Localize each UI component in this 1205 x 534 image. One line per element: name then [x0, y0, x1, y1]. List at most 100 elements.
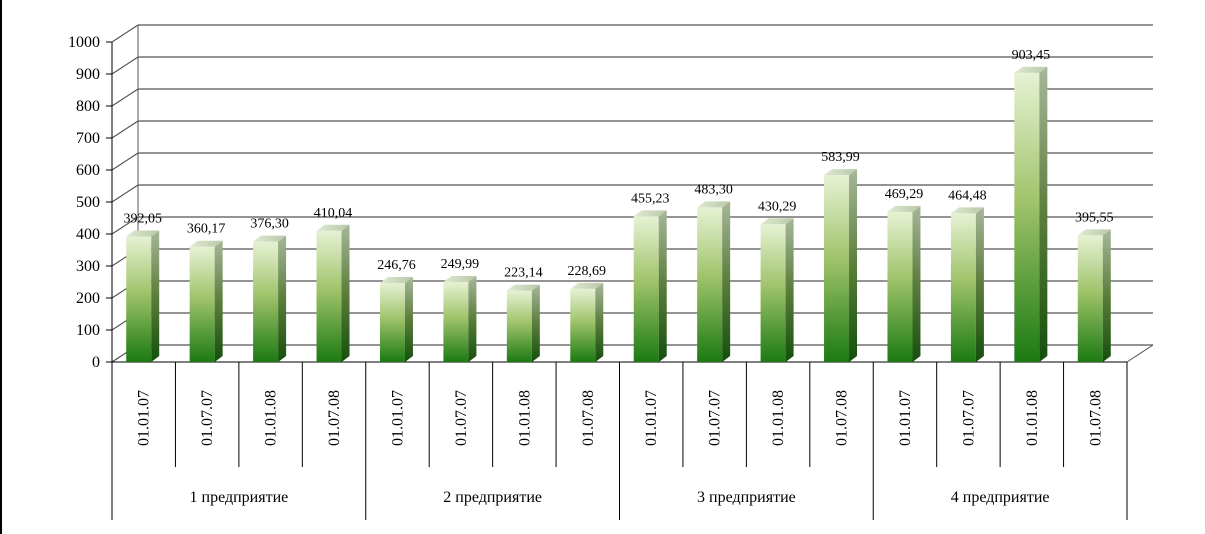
bar-front [253, 241, 279, 362]
category-label: 01.01.08 [1024, 390, 1041, 446]
gridline-depth [111, 152, 139, 171]
bar-top [824, 169, 858, 176]
y-tick-label: 200 [76, 290, 100, 307]
bar-top [189, 240, 223, 247]
bar-front [506, 290, 532, 362]
bar-side [531, 284, 540, 362]
data-label: 249,99 [441, 257, 480, 272]
bar-top [253, 235, 287, 242]
group-label: 4 предприятие [951, 489, 1050, 506]
category-label: 01.07.07 [199, 390, 216, 446]
bar-top [633, 210, 667, 217]
bar-top [950, 207, 984, 214]
gridline-depth [111, 24, 139, 43]
gridline-depth [111, 56, 139, 75]
bar-side [785, 218, 794, 362]
data-label: 360,17 [187, 222, 226, 237]
category-label: 01.07.07 [960, 390, 977, 446]
category-label: 01.07.08 [326, 390, 343, 446]
frame-left-border [0, 0, 2, 534]
bar-side [468, 276, 477, 362]
bar-side [975, 207, 984, 362]
data-label: 246,76 [377, 258, 416, 273]
group-label: 1 предприятие [190, 489, 289, 506]
category-label: 01.01.07 [897, 390, 914, 446]
bar-top [760, 218, 794, 225]
bar-side [595, 282, 604, 362]
category-label: 01.01.07 [643, 390, 660, 446]
category-label: 01.01.07 [389, 390, 406, 446]
category-label: 01.07.07 [707, 390, 724, 446]
data-label: 469,29 [885, 187, 924, 202]
y-tick-label: 400 [76, 226, 100, 243]
bar-front [379, 283, 405, 362]
axis-depth-right [1126, 344, 1154, 363]
bar-side [151, 230, 160, 362]
group-label: 2 предприятие [443, 489, 542, 506]
bar-front [950, 213, 976, 362]
bar-front [633, 216, 659, 362]
data-label: 395,55 [1075, 210, 1114, 225]
bar-side [341, 224, 350, 362]
data-label: 483,30 [694, 182, 733, 197]
data-label: 228,69 [568, 264, 607, 279]
bar-top [443, 276, 477, 283]
bar-top [697, 201, 731, 208]
bar-front [443, 282, 469, 362]
bar-front [824, 175, 850, 362]
bar-front [1014, 72, 1040, 362]
bar-side [1039, 66, 1048, 363]
category-label: 01.01.07 [136, 390, 153, 446]
y-tick-label: 800 [76, 98, 100, 115]
category-label: 01.07.08 [1087, 390, 1104, 446]
bar-side [404, 277, 413, 362]
data-label: 430,29 [758, 199, 797, 214]
y-tick-label: 100 [76, 322, 100, 339]
bar-top [126, 230, 160, 237]
data-label: 903,45 [1012, 48, 1051, 63]
category-label: 01.01.08 [263, 390, 280, 446]
y-tick-label: 0 [92, 354, 100, 371]
bar-top [379, 277, 413, 284]
category-label: 01.01.08 [770, 390, 787, 446]
data-label: 455,23 [631, 191, 670, 206]
y-tick-label: 900 [76, 66, 100, 83]
y-tick-label: 600 [76, 162, 100, 179]
data-label: 376,30 [250, 217, 289, 232]
bar-front [760, 224, 786, 362]
data-label: 223,14 [504, 266, 543, 281]
data-label: 583,99 [821, 150, 860, 165]
bar-front [570, 288, 596, 362]
data-label: 392,05 [123, 212, 162, 227]
data-label: 410,04 [314, 206, 353, 221]
y-tick-label: 1000 [68, 34, 100, 51]
bar-front [1077, 235, 1103, 362]
y-tick-label: 700 [76, 130, 100, 147]
bar-front [697, 207, 723, 362]
bar-top [570, 282, 604, 289]
category-label: 01.07.07 [453, 390, 470, 446]
bar-side [278, 235, 287, 362]
bar-front [316, 230, 342, 362]
group-label: 3 предприятие [697, 489, 796, 506]
bar-side [1102, 229, 1111, 362]
y-tick-label: 300 [76, 258, 100, 275]
bar-front [887, 211, 913, 362]
category-label: 01.01.08 [516, 390, 533, 446]
bar-front [126, 236, 152, 362]
bar-top [1014, 66, 1048, 73]
bar-front [189, 246, 215, 362]
y-tick-label: 500 [76, 194, 100, 211]
bar-side [214, 240, 223, 362]
bar-top [506, 284, 540, 291]
bar-top [887, 205, 921, 212]
category-label: 01.07.08 [834, 390, 851, 446]
bar-top [316, 224, 350, 231]
gridline-depth [111, 216, 139, 235]
category-label: 01.07.08 [580, 390, 597, 446]
gridline-depth [111, 88, 139, 107]
bar-side [722, 201, 731, 362]
bar-side [658, 210, 667, 362]
